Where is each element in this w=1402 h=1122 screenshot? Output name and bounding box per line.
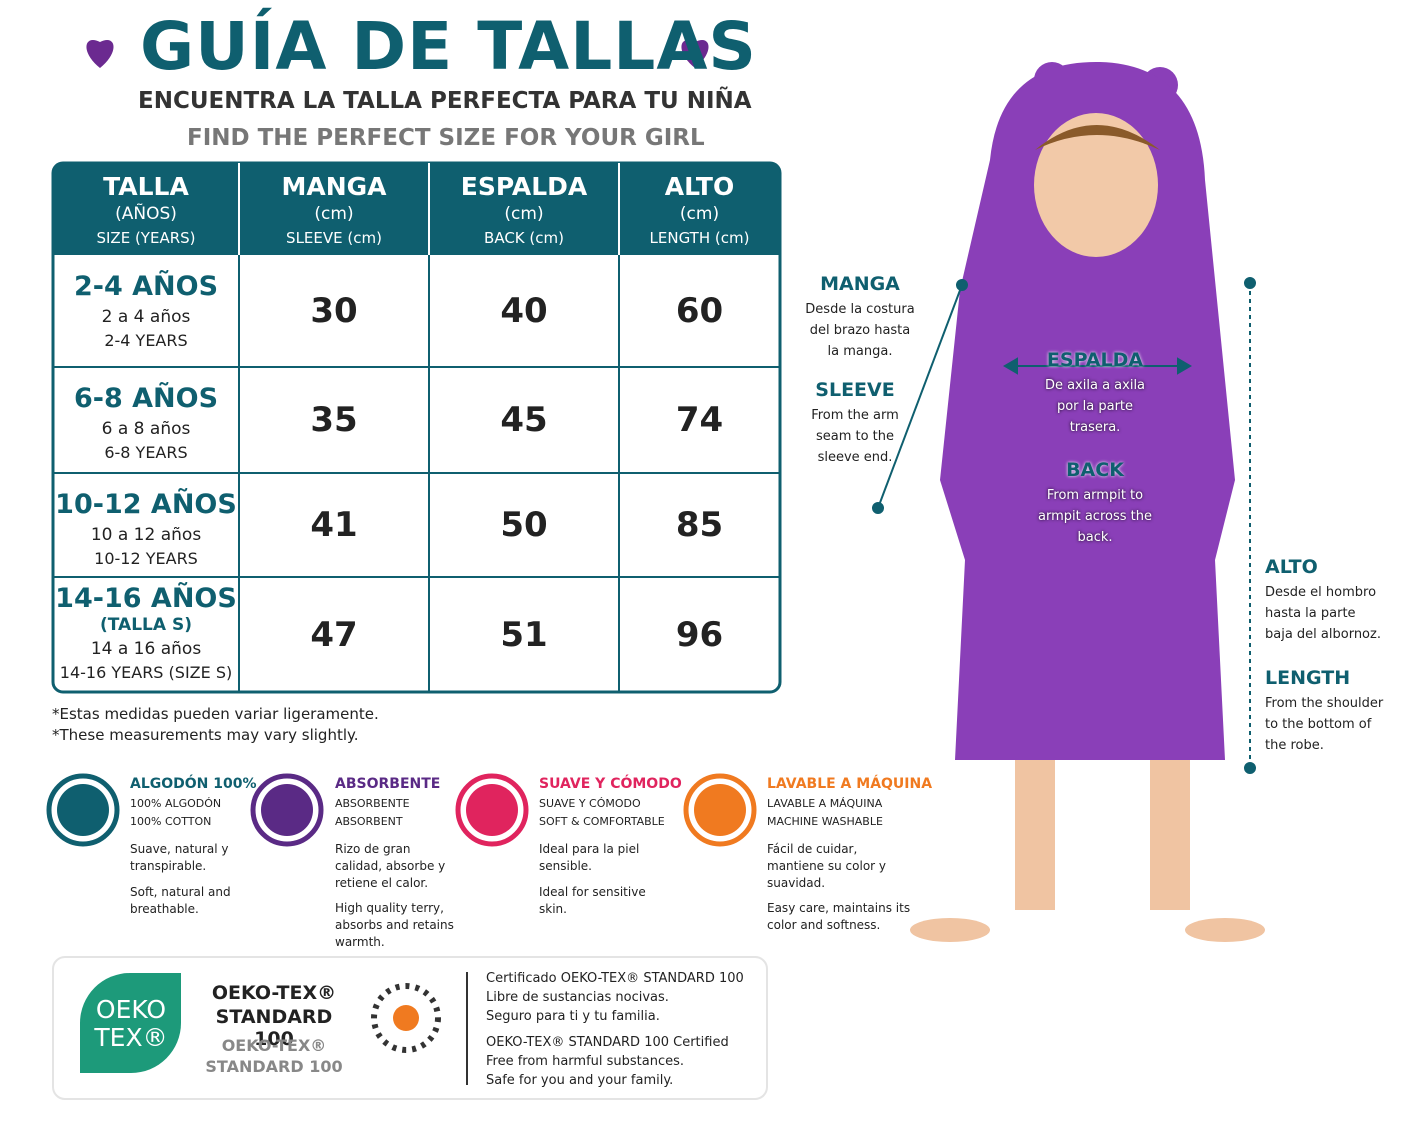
cert-name: STANDARD 100 [215,1006,333,1050]
column-title: ALTO [664,172,735,201]
measure-cell: 51 [500,614,548,655]
measure-cell: 30 [310,291,358,331]
column-title: ESPALDA [460,172,588,201]
feature-desc: Rizo de gran calidad, absorbe y retiene … [335,842,446,890]
diagram-title: BACK [1066,459,1124,481]
heart [86,40,114,68]
feature-sub: 100% COTTON [130,815,212,828]
cert-text-en: OEKO-TEX® STANDARD 100 Certified [486,1035,729,1050]
column-unit-en: SLEEVE (cm) [286,229,382,247]
measure-cell: 41 [310,505,358,545]
diagram-text: De axila a axila por la parte trasera. [1044,378,1146,435]
cert-text: Seguro para ti y tu familia. [486,1009,660,1024]
column-unit: (cm) [504,204,544,224]
size-label: 10-12 AÑOS [55,489,237,520]
oeko-sun-ring [371,983,441,1053]
measure-cell: 47 [310,614,358,655]
cert-text-en: Safe for you and your family. [486,1073,674,1088]
diagram-text: From the shoulder to the bottom of the r… [1265,696,1384,753]
feature-desc: Fácil de cuidar, mantiene su color y sua… [767,842,887,890]
feature-title: ABSORBENTE [335,776,441,792]
measure-cell: 96 [675,614,724,655]
measure-cell: 40 [500,291,548,331]
cert-text-en: Free from harmful substances. [486,1054,685,1069]
column-unit-en: SIZE (YEARS) [96,229,196,247]
size-en: 2-4 YEARS [104,331,188,350]
diagram-text: From armpit to armpit across the back. [1038,488,1152,545]
size-en: 10-12 YEARS [94,549,198,568]
measure-lines [872,277,1256,774]
cert-name-en: OEKO-TEX® [221,1036,327,1055]
feature-sub: SOFT & COMFORTABLE [539,815,665,828]
size-en: 14-16 YEARS (SIZE S) [59,663,233,682]
table-lines [53,163,780,692]
oeko-badge [80,973,181,1073]
feature-title: ALGODÓN 100% [130,776,257,792]
column-unit: (cm) [314,204,354,224]
feature-desc-en: Ideal for sensitive skin. [539,885,646,916]
measure-cell: 74 [675,400,724,440]
column-unit: (AÑOS) [115,204,177,224]
size-es: 6 a 8 años [101,419,191,439]
measure-cell: 45 [500,400,548,440]
diagram-text: From the arm seam to the sleeve end. [811,408,899,465]
feature-sub: SUAVE Y CÓMODO [539,797,641,810]
feature-desc-en: High quality terry, absorbs and retains … [335,901,454,949]
measure-cell: 60 [675,291,724,331]
diagram-title: ALTO [1265,556,1318,578]
table-header-bg [53,163,780,255]
note: *These measurements may vary slightly. [52,726,359,744]
feature-desc-en: Soft, natural and breathable. [130,885,231,916]
feature-sub: LAVABLE A MÁQUINA [767,797,883,810]
feature-sub: 100% ALGODÓN [130,797,222,810]
heart [681,40,709,68]
feature-desc: Ideal para la piel sensible. [539,842,640,873]
feature-icons [46,773,757,847]
feature-title: LAVABLE A MÁQUINA [767,776,933,792]
badge-text: TEX® [94,1023,168,1052]
badge-text: OEKO [95,995,167,1024]
size-label: 14-16 AÑOS [55,583,237,614]
feature-sub: ABSORBENT [335,815,403,828]
feature-desc: Suave, natural y transpirable. [130,842,229,873]
diagram-text: Desde el hombro hasta la parte baja del … [1265,585,1381,642]
cert-name-en: STANDARD 100 [205,1057,343,1076]
subtitle: ENCUENTRA LA TALLA PERFECTA PARA TU NIÑA [138,88,752,114]
feature-title: SUAVE Y CÓMODO [539,776,682,792]
column-unit-en: BACK (cm) [484,229,564,247]
title: GUÍA DE TALLAS [140,8,757,85]
diagram-title: LENGTH [1265,667,1351,689]
measure-cell: 50 [500,505,548,545]
oeko-sun [393,1005,419,1031]
measure-cell: 85 [675,505,724,545]
feature-sub: ABSORBENTE [335,797,410,810]
subtitle: FIND THE PERFECT SIZE FOR YOUR GIRL [187,125,705,151]
size-es: 10 a 12 años [90,525,202,545]
size-label: 6-8 AÑOS [73,383,219,414]
feature-sub: MACHINE WASHABLE [767,815,883,828]
column-unit: (cm) [679,204,720,224]
size-en: 6-8 YEARS [104,443,188,462]
size-label: 2-4 AÑOS [73,271,219,302]
diagram-title: SLEEVE [815,379,895,401]
diagram-text: Desde la costura del brazo hasta la mang… [805,302,915,359]
diagram-title: ESPALDA [1046,349,1144,371]
column-unit-en: LENGTH (cm) [649,229,750,247]
column-title: MANGA [281,172,387,201]
robe-figure [910,61,1265,942]
cert-text: Libre de sustancias nocivas. [486,990,669,1005]
diagram-title: MANGA [820,273,900,295]
cert-name: OEKO-TEX® [211,982,337,1004]
cert-text: Certificado OEKO-TEX® STANDARD 100 [486,971,744,986]
note: *Estas medidas pueden variar ligeramente… [52,705,379,723]
size-es: 2 a 4 años [101,307,191,327]
measure-cell: 35 [310,400,358,440]
size-es: 14 a 16 años [90,639,202,659]
column-title: TALLA [103,172,189,201]
size-extra: (TALLA S) [100,615,192,635]
feature-desc-en: Easy care, maintains its color and softn… [767,901,911,932]
